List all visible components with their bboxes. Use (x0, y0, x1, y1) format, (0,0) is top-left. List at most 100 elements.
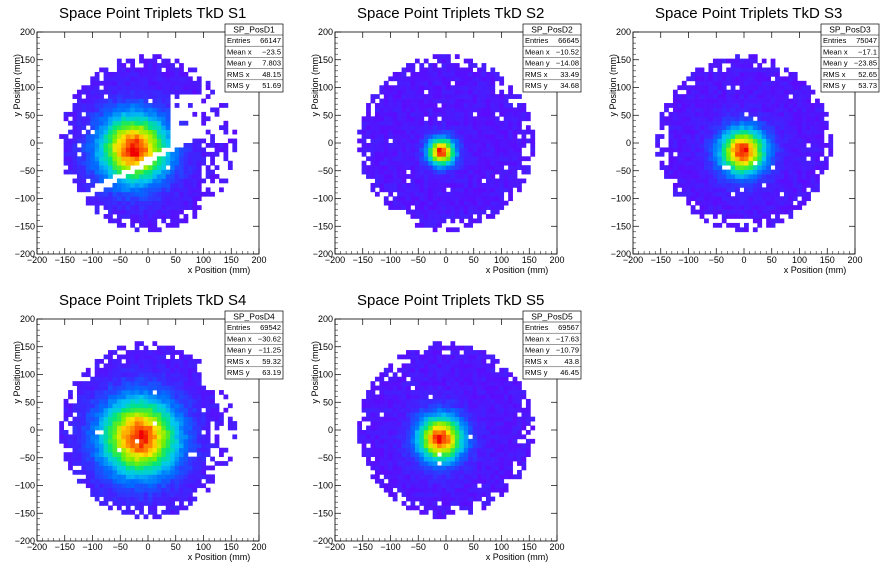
heatmap-cell (792, 151, 798, 157)
heatmap-cell (708, 165, 714, 170)
stats-box-frame (224, 310, 284, 380)
heatmap-cell (59, 438, 64, 444)
heatmap-cell (125, 111, 131, 117)
heatmap-cell (712, 80, 718, 86)
heatmap-cell (179, 496, 184, 502)
heatmap-cell (161, 434, 167, 440)
heatmap-cell (85, 85, 91, 91)
heatmap-cell (116, 103, 122, 108)
heatmap-cell (770, 129, 776, 135)
heatmap-cell (721, 94, 727, 99)
heatmap-cell (103, 214, 109, 219)
heatmap-cell (94, 385, 100, 391)
heatmap-cell (121, 103, 127, 108)
heatmap-cell (130, 111, 136, 117)
heatmap-cell (432, 156, 438, 162)
heatmap-cell (432, 89, 438, 95)
heatmap-cell (116, 218, 122, 224)
heatmap-cell (752, 200, 758, 206)
heatmap-cell (477, 156, 482, 162)
heatmap-cell (85, 174, 91, 179)
heatmap-cell (388, 200, 394, 206)
heatmap-cell (130, 94, 136, 99)
heatmap-cell (152, 98, 158, 104)
heatmap-cell (99, 412, 104, 418)
heatmap-cell (744, 178, 749, 184)
heatmap-cell (672, 125, 678, 131)
heatmap-cell (530, 143, 536, 148)
heatmap-cell (690, 160, 696, 166)
heatmap-cell (112, 205, 118, 210)
heatmap-cell (477, 125, 482, 131)
x-tick-label: 0 (443, 255, 448, 265)
heatmap-cell (499, 178, 505, 184)
heatmap-cell (441, 138, 447, 144)
heatmap-cell (388, 116, 394, 122)
heatmap-cell (165, 205, 171, 210)
heatmap-cell (775, 187, 780, 193)
heatmap-cell (690, 182, 696, 188)
heatmap-cell (161, 187, 167, 193)
heatmap-cell (508, 147, 513, 153)
y-tick-label: 50 (323, 110, 333, 120)
heatmap-cell (730, 160, 736, 166)
heatmap-cell (730, 107, 736, 113)
heatmap-cell (686, 125, 692, 131)
heatmap-cell (205, 403, 211, 409)
heatmap-cell (419, 98, 425, 104)
stats-row-value: 52.65 (858, 70, 877, 79)
heatmap-cell (792, 205, 798, 210)
heatmap-cell (712, 143, 718, 148)
heatmap-cell (388, 103, 394, 108)
heatmap-cell (744, 58, 749, 64)
heatmap-cell (192, 200, 198, 206)
heatmap-cell (94, 103, 100, 108)
heatmap-cell (161, 430, 167, 435)
heatmap-cell (183, 496, 189, 502)
heatmap-cell (508, 156, 513, 162)
stats-row-label: Mean x (227, 47, 252, 56)
heatmap-cell (112, 469, 118, 475)
heatmap-cell (139, 129, 144, 135)
heatmap-cell (454, 182, 460, 188)
heatmap-cell (477, 94, 482, 99)
heatmap-cell (112, 443, 118, 449)
heatmap-cell (397, 196, 402, 202)
heatmap-cells (357, 341, 536, 520)
heatmap-cell (392, 125, 398, 131)
heatmap-cell (397, 169, 402, 175)
heatmap-cell (699, 143, 705, 148)
heatmap-cell (112, 89, 118, 95)
heatmap-cell (143, 456, 149, 462)
heatmap-cell (383, 169, 389, 175)
heatmap-cell (797, 116, 803, 122)
heatmap-cell (170, 363, 175, 369)
heatmap-cell (152, 501, 158, 506)
heatmap-cell (783, 196, 789, 202)
heatmap-cell (134, 412, 140, 418)
heatmap-cell (116, 71, 122, 77)
heatmap-cell (699, 134, 705, 139)
heatmap-cell (94, 461, 100, 466)
heatmap-cell (103, 151, 109, 157)
heatmap-cell (770, 205, 776, 210)
heatmap-cell (361, 160, 367, 166)
heatmap-cell (90, 478, 96, 484)
heatmap-cell (414, 94, 420, 99)
heatmap-cell (143, 111, 149, 117)
heatmap-cell (156, 196, 162, 202)
heatmap-cell (686, 134, 692, 139)
heatmap-cell (517, 116, 522, 122)
heatmap-cell (397, 107, 402, 113)
heatmap-cell (125, 120, 131, 126)
heatmap-cell (655, 138, 660, 144)
heatmap-cell (152, 376, 158, 382)
heatmap-cell (156, 456, 162, 462)
heatmap-cell (179, 174, 184, 179)
heatmap-cell (116, 354, 122, 360)
heatmap-cell (192, 143, 198, 148)
heatmap-cell (196, 407, 202, 413)
heatmap-cell (121, 354, 127, 360)
heatmap-cell (810, 160, 816, 166)
stats-row-label: RMS y (525, 81, 548, 90)
